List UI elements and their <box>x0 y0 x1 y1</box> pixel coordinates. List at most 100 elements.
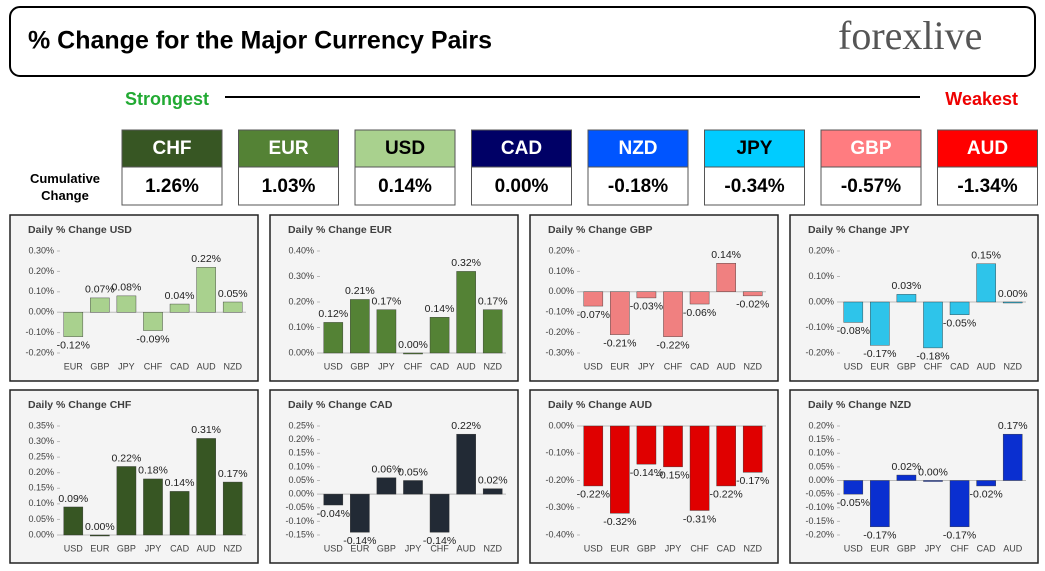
y-tick-label: -0.10% <box>285 516 314 526</box>
y-tick-label: 0.05% <box>288 475 314 485</box>
y-tick-label: 0.15% <box>288 448 314 458</box>
bar <box>90 297 110 313</box>
card-value: 0.00% <box>495 176 549 197</box>
y-tick-label: 0.20% <box>288 296 314 306</box>
value-label: -0.22% <box>656 339 689 351</box>
x-tick-label: CHF <box>690 543 709 553</box>
bar <box>429 493 450 533</box>
bar <box>716 425 736 487</box>
bar <box>222 301 243 313</box>
x-tick-label: EUR <box>610 361 630 371</box>
bar <box>896 294 917 303</box>
bar <box>1002 301 1023 304</box>
x-tick-label: CAD <box>977 543 997 553</box>
bar <box>1002 433 1023 481</box>
bar <box>116 466 137 536</box>
x-tick-label: NZD <box>1003 361 1022 371</box>
x-tick-label: NZD <box>223 543 242 553</box>
strongest-label: Strongest <box>125 89 209 109</box>
y-tick-label: 0.20% <box>808 420 834 430</box>
x-tick-label: CHF <box>404 361 423 371</box>
bar <box>742 425 763 473</box>
value-label: 0.08% <box>112 282 142 294</box>
value-label: -0.18% <box>916 351 949 363</box>
value-label: 0.03% <box>892 280 922 292</box>
x-tick-label: GBP <box>117 543 136 553</box>
chart-panel <box>789 214 1039 382</box>
logo: forexlive <box>838 13 982 58</box>
y-tick-label: 0.00% <box>288 347 314 357</box>
x-tick-label: USD <box>584 361 604 371</box>
value-label: 0.05% <box>398 466 428 478</box>
x-tick-label: EUR <box>64 361 84 371</box>
y-tick-label: -0.20% <box>545 327 574 337</box>
x-tick-label: CAD <box>430 361 450 371</box>
y-tick-label: -0.10% <box>545 448 574 458</box>
value-label: 0.05% <box>218 288 248 300</box>
card-currency: AUD <box>967 138 1008 159</box>
bar <box>323 322 344 354</box>
card-currency: CHF <box>152 138 191 159</box>
x-tick-label: NZD <box>223 361 242 371</box>
bar <box>742 291 763 297</box>
x-tick-label: JPY <box>118 361 135 371</box>
bar <box>222 481 243 536</box>
card-value-box <box>937 166 1038 206</box>
y-tick-label: -0.20% <box>545 475 574 485</box>
x-tick-label: EUR <box>870 361 890 371</box>
value-label: 0.00% <box>398 339 428 351</box>
card-currency: EUR <box>268 138 308 159</box>
y-tick-label: 0.10% <box>28 498 54 508</box>
bar <box>976 263 996 303</box>
x-tick-label: GBP <box>637 543 656 553</box>
y-tick-label: 0.25% <box>288 420 314 430</box>
value-label: -0.17% <box>943 530 976 542</box>
value-label: 0.04% <box>165 290 195 302</box>
x-tick-label: JPY <box>145 543 162 553</box>
x-tick-label: GBP <box>90 361 109 371</box>
card-value: -1.34% <box>957 176 1017 197</box>
value-label: 0.15% <box>971 250 1001 262</box>
x-tick-label: USD <box>324 543 344 553</box>
chart-panel <box>529 389 779 564</box>
value-label: -0.14% <box>423 535 456 547</box>
y-tick-label: 0.00% <box>548 420 574 430</box>
value-label: 0.12% <box>318 308 348 320</box>
x-tick-label: USD <box>64 543 84 553</box>
value-label: 0.22% <box>451 420 481 432</box>
y-tick-label: 0.15% <box>808 434 834 444</box>
bar <box>583 291 604 307</box>
card-value-box <box>471 166 572 206</box>
bar <box>689 425 710 511</box>
y-tick-label: 0.20% <box>28 467 54 477</box>
y-tick-label: -0.15% <box>805 516 834 526</box>
x-tick-label: CAD <box>950 361 970 371</box>
value-label: 0.02% <box>892 461 922 473</box>
x-tick-label: NZD <box>483 543 502 553</box>
bar <box>403 480 423 495</box>
y-tick-label: 0.20% <box>28 266 54 276</box>
y-tick-label: -0.05% <box>285 502 314 512</box>
bar <box>923 480 943 482</box>
value-label: -0.31% <box>683 513 716 525</box>
y-tick-label: -0.30% <box>545 502 574 512</box>
x-tick-label: CHF <box>664 361 683 371</box>
title-box <box>9 6 1036 77</box>
y-tick-label: 0.00% <box>548 286 574 296</box>
card-value: 1.03% <box>262 176 316 197</box>
value-label: 0.14% <box>425 303 455 315</box>
y-tick-label: 0.00% <box>288 489 314 499</box>
card-value-box <box>121 166 223 206</box>
y-tick-label: 0.00% <box>28 307 54 317</box>
bar <box>350 299 370 354</box>
bar <box>403 352 423 355</box>
card-value-box <box>587 166 689 206</box>
x-tick-label: CHF <box>430 543 449 553</box>
y-tick-label: 0.30% <box>28 436 54 446</box>
chart-title: Daily % Change EUR <box>288 224 392 236</box>
bar <box>350 493 370 533</box>
value-label: -0.17% <box>863 348 896 360</box>
weakest-label: Weakest <box>945 89 1018 109</box>
card-currency: NZD <box>618 138 657 159</box>
